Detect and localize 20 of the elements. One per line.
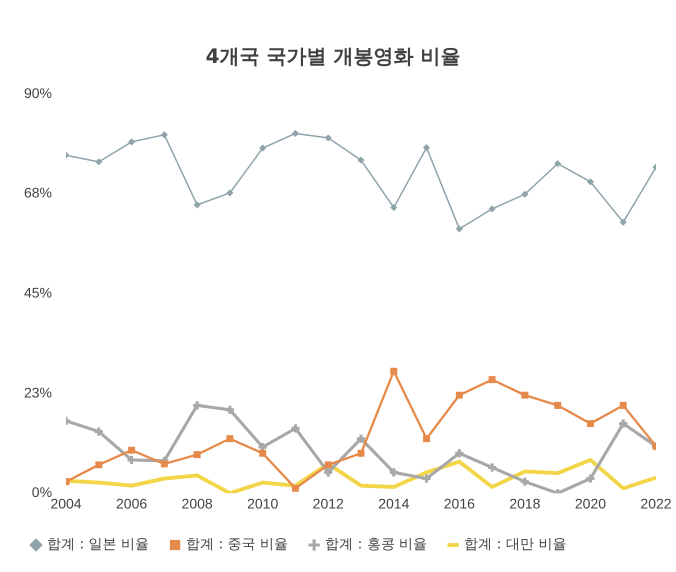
x-tick-label: 2014: [378, 495, 410, 512]
x-tick-label: 2010: [247, 495, 278, 512]
legend-label: 합계 : 홍콩 비율: [325, 536, 428, 553]
y-tick-label: 23%: [24, 384, 52, 400]
x-tick-label: 2004: [50, 495, 82, 512]
x-tick-label: 2018: [509, 495, 541, 512]
y-tick-label: 45%: [24, 284, 52, 300]
x-tick-label: 2006: [116, 495, 148, 512]
legend-label: 합계 : 일본 비율: [47, 536, 150, 553]
legend-label: 합계 : 중국 비율: [186, 536, 288, 553]
chart-title: 4개국 국가별 개봉영화 비율: [206, 44, 460, 68]
x-tick-label: 2008: [182, 495, 213, 512]
y-tick-label: 0%: [32, 484, 52, 500]
legend-label: 합계 : 대만 비율: [464, 536, 566, 553]
x-tick-label: 2022: [640, 495, 672, 512]
x-tick-label: 2020: [574, 495, 606, 512]
x-tick-label: 2016: [444, 495, 476, 512]
x-tick-label: 2012: [312, 495, 344, 512]
y-tick-label: 90%: [24, 84, 52, 101]
y-tick-label: 68%: [24, 184, 52, 201]
